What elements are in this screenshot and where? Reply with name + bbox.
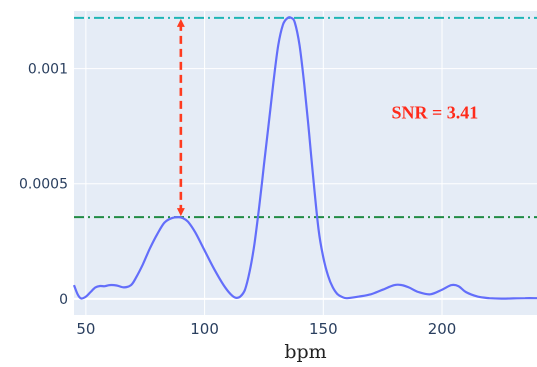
x-tick-label: 100	[190, 320, 219, 338]
y-tick-label: 0	[59, 292, 68, 308]
y-tick-label: 0.001	[28, 62, 68, 78]
reference-lines	[74, 16, 537, 219]
y-axis-ticks: 0 0.0005 0.001	[19, 62, 68, 308]
x-tick-label: 200	[428, 320, 457, 338]
x-axis-title: bpm	[284, 341, 326, 363]
snr-annotation: SNR = 3.41	[392, 102, 479, 122]
x-axis-ticks: 50 100 150 200	[76, 320, 456, 338]
x-tick-label: 150	[309, 320, 338, 338]
y-tick-label: 0.0005	[19, 177, 68, 193]
x-tick-label: 50	[76, 320, 95, 338]
plot-area	[74, 11, 537, 315]
spectrum-line	[72, 16, 537, 300]
gridlines	[74, 11, 537, 315]
